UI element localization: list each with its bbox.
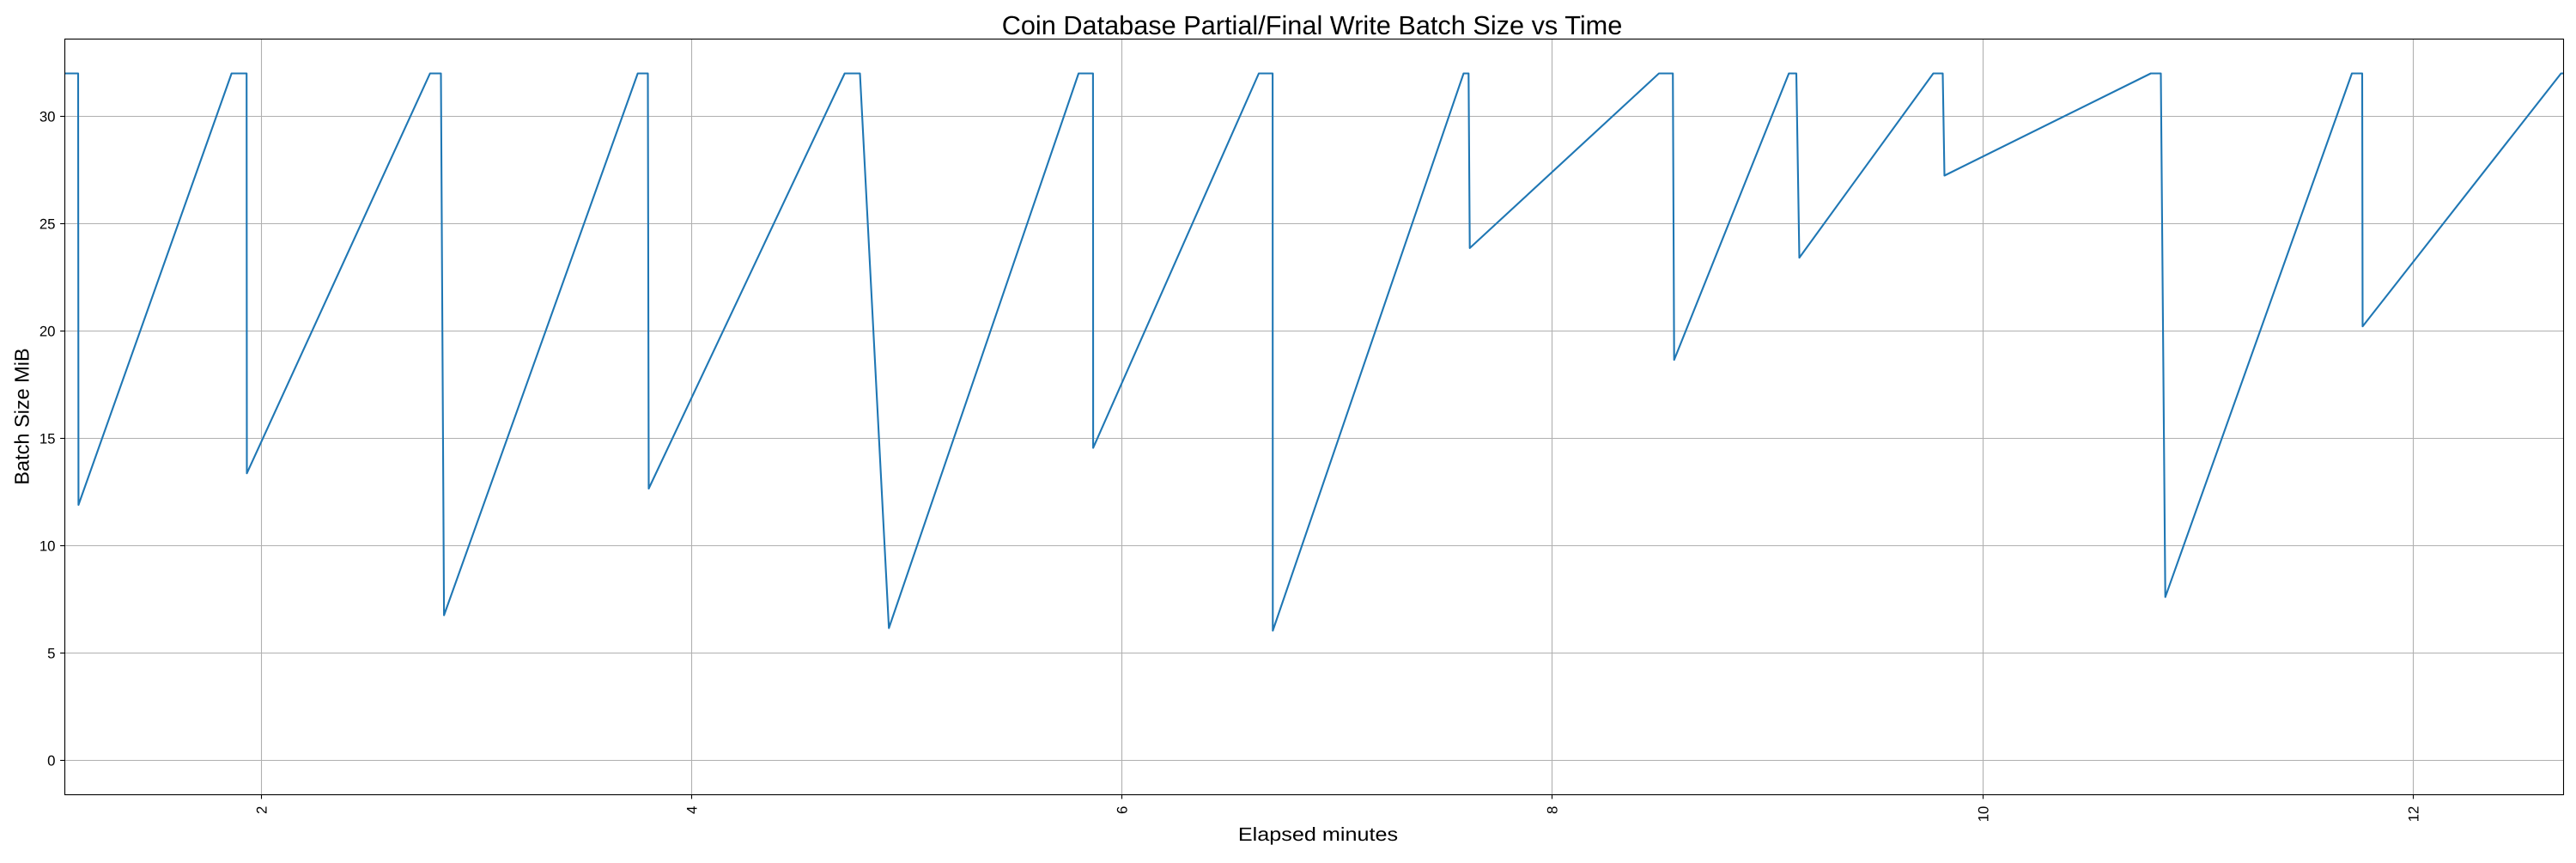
svg-text:Coin Database Partial/Final Wr: Coin Database Partial/Final Write Batch … [1002, 10, 1623, 40]
svg-text:8: 8 [1545, 806, 1561, 814]
svg-text:2: 2 [254, 806, 270, 814]
svg-text:0: 0 [47, 753, 55, 769]
svg-text:20: 20 [39, 324, 56, 340]
svg-text:6: 6 [1115, 806, 1131, 814]
svg-text:Batch Size MiB: Batch Size MiB [11, 348, 33, 484]
svg-text:30: 30 [39, 109, 56, 125]
svg-text:15: 15 [39, 431, 56, 447]
svg-text:4: 4 [684, 806, 701, 814]
svg-text:25: 25 [39, 216, 56, 233]
svg-text:5: 5 [47, 646, 55, 662]
svg-text:12: 12 [2406, 806, 2422, 823]
svg-text:10: 10 [1976, 806, 1992, 823]
svg-text:Elapsed minutes: Elapsed minutes [1238, 823, 1398, 845]
svg-text:10: 10 [39, 538, 56, 555]
